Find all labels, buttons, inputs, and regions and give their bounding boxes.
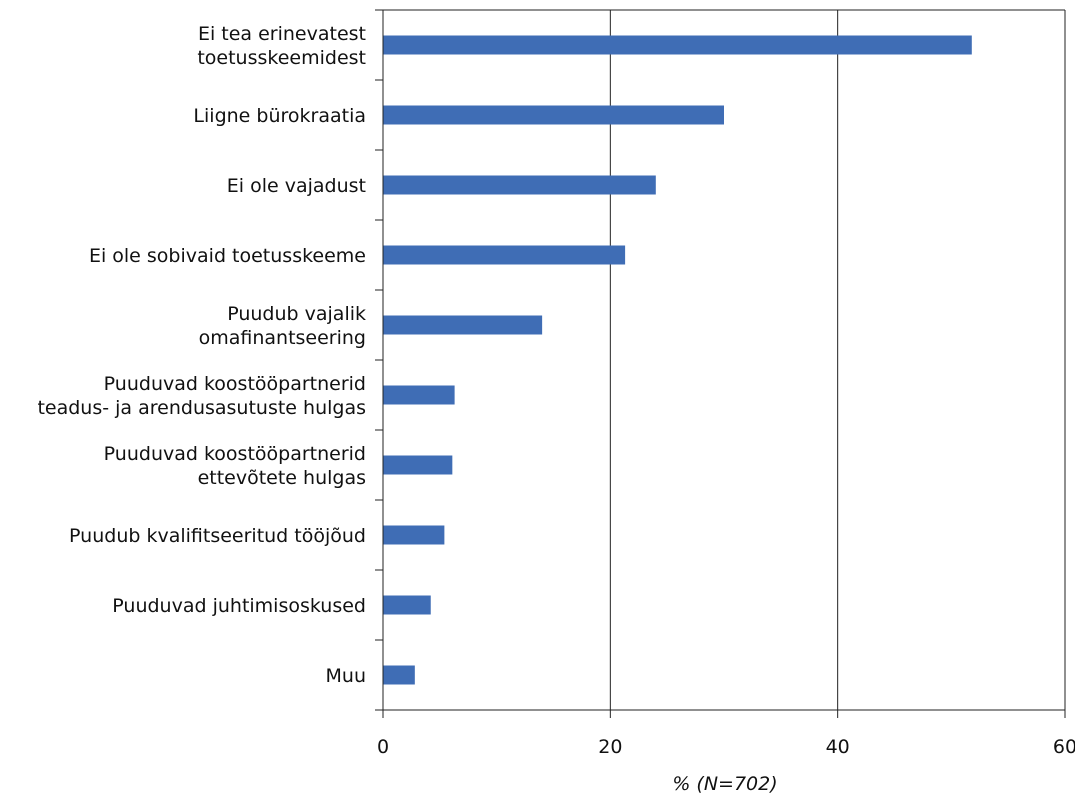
category-label-1: Liigne bürokraatia <box>193 105 366 127</box>
bar-2 <box>383 175 656 195</box>
category-label-5: Puuduvad koostööpartnerid teadus- ja aren… <box>37 373 366 419</box>
category-label-line: Puudub kvalifitseeritud tööjõud <box>69 525 366 547</box>
bar-0 <box>383 35 972 55</box>
category-label-0: Ei tea erinevatest toetusskeemidest <box>197 23 366 69</box>
bar-6 <box>383 455 453 475</box>
x-tick-label-40: 40 <box>826 736 850 758</box>
category-label-line: teadus- ja arendusasutuste hulgas <box>37 397 366 419</box>
category-label-line: omafinantseering <box>199 327 366 349</box>
category-label-7: Puudub kvalifitseeritud tööjõud <box>69 525 366 547</box>
category-label-2: Ei ole vajadust <box>227 175 366 197</box>
category-label-line: Ei ole sobivaid toetusskeeme <box>89 245 366 267</box>
bar-1 <box>383 105 724 125</box>
category-label-line: ettevõtete hulgas <box>198 467 366 489</box>
category-label-line: Puuduvad juhtimisoskused <box>112 595 366 617</box>
category-label-line: Puudub vajalik <box>227 303 366 325</box>
category-label-9: Muu <box>326 665 366 687</box>
x-tick-label-60: 60 <box>1053 736 1075 758</box>
bar-4 <box>383 315 543 335</box>
category-label-6: Puuduvad koostööpartnerid ettevõtete hulg… <box>104 443 366 489</box>
category-label-line: Puuduvad koostööpartnerid <box>104 443 366 465</box>
category-label-line: Puuduvad koostööpartnerid <box>104 373 366 395</box>
grid-lines <box>383 9 1066 710</box>
axes <box>375 9 1066 718</box>
bar-8 <box>383 595 431 615</box>
bar-7 <box>383 525 445 545</box>
bar-9 <box>383 665 415 685</box>
category-label-line: Muu <box>326 665 366 687</box>
x-tick-label-20: 20 <box>598 736 622 758</box>
category-label-line: Liigne bürokraatia <box>193 105 366 127</box>
category-label-8: Puuduvad juhtimisoskused <box>112 595 366 617</box>
bar-5 <box>383 385 455 405</box>
category-label-3: Ei ole sobivaid toetusskeeme <box>89 245 366 267</box>
category-label-line: toetusskeemidest <box>197 47 366 69</box>
x-tick-label-0: 0 <box>377 736 389 758</box>
category-label-line: Ei tea erinevatest <box>198 23 366 45</box>
bar-3 <box>383 245 626 265</box>
x-tick-labels: 0 20 40 60 <box>377 736 1075 758</box>
category-labels: Ei tea erinevatest toetusskeemidest Liigne… <box>37 23 366 687</box>
category-label-line: Ei ole vajadust <box>227 175 366 197</box>
bars <box>383 35 972 685</box>
category-label-4: Puudub vajalik omafinantseering <box>199 303 366 349</box>
x-axis-title: % (N=702) <box>672 773 777 795</box>
